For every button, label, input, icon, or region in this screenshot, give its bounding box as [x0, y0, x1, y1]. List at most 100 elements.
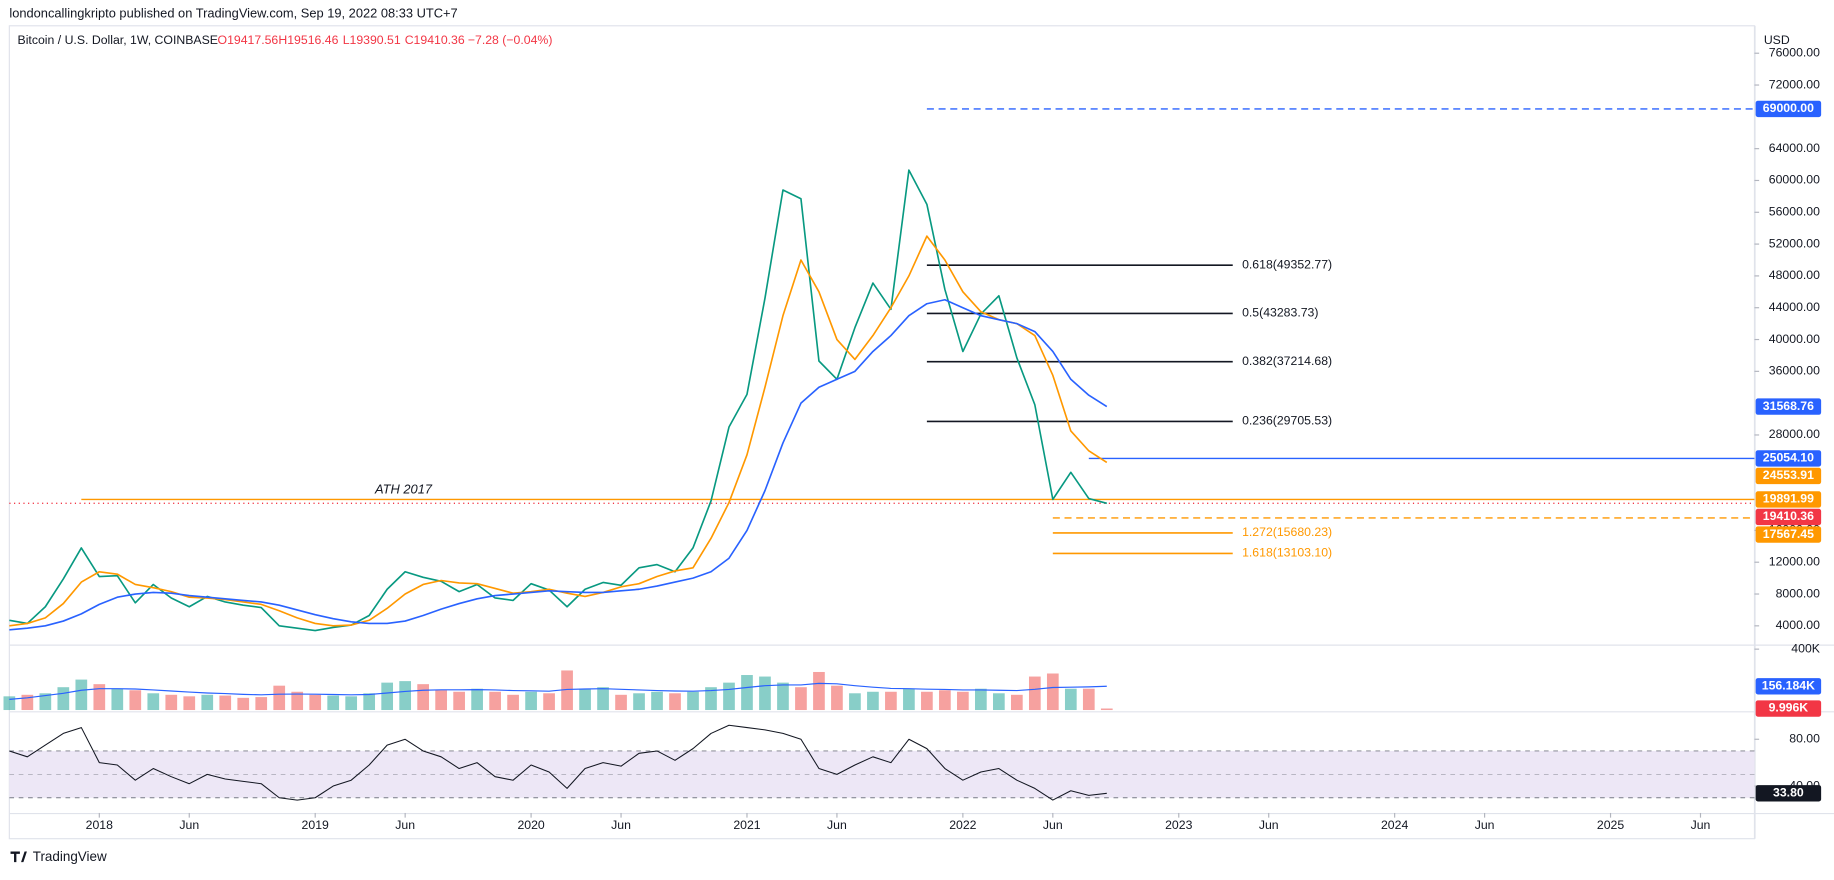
- ohlc-low: L19390.51: [343, 33, 401, 47]
- price-label: 156.184K: [1762, 679, 1815, 693]
- volume-bar: [363, 693, 376, 711]
- fib-label: 0.5(43283.73): [1242, 306, 1318, 320]
- x-tick-label: Jun: [1475, 818, 1495, 832]
- volume-bar: [795, 687, 807, 711]
- price-label: 19410.36: [1763, 509, 1814, 523]
- volume-bar: [399, 681, 412, 711]
- volume-bar: [435, 690, 447, 711]
- price-label-box: [1755, 508, 1822, 526]
- volume-bar: [201, 694, 214, 711]
- volume-bar: [255, 697, 268, 711]
- volume-bar: [183, 696, 196, 711]
- line-label: ATH 2017: [374, 481, 433, 496]
- volume-bar: [741, 675, 753, 711]
- y-tick-label: 48000.00: [1769, 268, 1820, 282]
- price-label: 31568.76: [1763, 399, 1814, 413]
- volume-bar: [165, 694, 178, 711]
- volume-bar: [705, 687, 717, 711]
- price-label-box: [1755, 700, 1822, 717]
- volume-bar: [489, 691, 501, 711]
- price-label-box: [1755, 678, 1822, 695]
- price-label-box: [1755, 526, 1822, 543]
- y-tick-label: 72000.00: [1769, 77, 1820, 91]
- volume-bar: [921, 691, 933, 711]
- volume-bar: [471, 688, 483, 711]
- x-tick-label: Jun: [611, 818, 631, 832]
- fib-label: 1.618(13103.10): [1242, 546, 1332, 560]
- volume-ma: [9, 682, 1107, 700]
- volume-bar: [1064, 688, 1077, 711]
- brand-logo: [10, 851, 27, 863]
- volume-bar: [597, 687, 609, 711]
- volume-bar: [219, 695, 232, 711]
- price-label: 19891.99: [1763, 492, 1814, 506]
- volume-bar: [957, 691, 969, 711]
- x-tick-label: Jun: [179, 818, 199, 832]
- volume-bar: [975, 688, 987, 711]
- volume-bar: [111, 688, 124, 711]
- x-tick-label: Jun: [395, 818, 415, 832]
- price-label-box: [1755, 785, 1822, 802]
- volume-bar: [1028, 676, 1041, 711]
- volume-bar: [993, 693, 1005, 711]
- volume-bar: [543, 693, 555, 711]
- y-tick-label: 52000.00: [1769, 236, 1820, 250]
- price-label: 24553.91: [1763, 468, 1814, 482]
- currency: USD: [1764, 33, 1790, 47]
- rsi-line: [9, 724, 1107, 801]
- fib-label: 0.236(29705.53): [1242, 414, 1332, 428]
- volume-bar: [723, 682, 735, 711]
- y-tick-label: 12000.00: [1769, 554, 1820, 568]
- volume-bar: [381, 682, 394, 711]
- y-tick-label: 56000.00: [1769, 205, 1820, 219]
- price-line: [9, 169, 1108, 632]
- ohlc-open: O19417.56: [218, 33, 279, 47]
- price-line: [9, 298, 1108, 631]
- x-tick-label: 2020: [517, 818, 544, 832]
- x-tick-label: 2023: [1165, 818, 1192, 832]
- volume-bar: [759, 676, 771, 711]
- brand: TradingView: [33, 849, 107, 864]
- volume-bar: [831, 685, 843, 711]
- price-label-box: [1755, 100, 1822, 118]
- volume-bar: [669, 693, 681, 711]
- price-label: 25054.10: [1763, 451, 1814, 465]
- volume-bar: [75, 679, 88, 711]
- volume-bar: [57, 687, 70, 711]
- x-tick-label: Jun: [1043, 818, 1063, 832]
- volume-bar: [561, 670, 573, 711]
- x-tick-label: 2025: [1597, 818, 1624, 832]
- price-change: −7.28 (−0.04%): [468, 33, 553, 47]
- volume-bar: [273, 685, 286, 711]
- volume-bar: [129, 690, 142, 711]
- volume-bar: [327, 695, 340, 711]
- publisher-line: londoncallingkripto published on Trading…: [9, 5, 457, 20]
- fib-label: 0.618(49352.77): [1242, 257, 1332, 271]
- volume-bar: [579, 688, 591, 711]
- volume-bar: [21, 694, 34, 711]
- volume-bar: [885, 691, 897, 711]
- volume-bar: [237, 697, 250, 711]
- y-tick-label: 28000.00: [1769, 427, 1820, 441]
- price-label: 33.80: [1773, 786, 1804, 800]
- price-label-box: [1755, 450, 1822, 467]
- price-label: 69000.00: [1763, 101, 1814, 115]
- y-tick-label: 40000.00: [1769, 332, 1820, 346]
- volume-bar: [1082, 688, 1095, 711]
- x-tick-label: 2024: [1381, 818, 1408, 832]
- fib-label: 0.382(37214.68): [1242, 354, 1332, 368]
- volume-bar: [1100, 708, 1113, 711]
- volume-bar: [651, 691, 663, 711]
- price-label-box: [1755, 398, 1822, 415]
- y-tick-label: 76000.00: [1769, 45, 1820, 59]
- volume-bar: [849, 693, 861, 711]
- volume-bar: [453, 691, 465, 711]
- price-label: 17567.45: [1763, 527, 1814, 541]
- x-tick-label: 2019: [302, 818, 329, 832]
- volume-bar: [147, 693, 160, 711]
- volume-bar: [615, 694, 627, 711]
- logo-mark: [10, 851, 27, 863]
- volume-bar: [903, 688, 915, 711]
